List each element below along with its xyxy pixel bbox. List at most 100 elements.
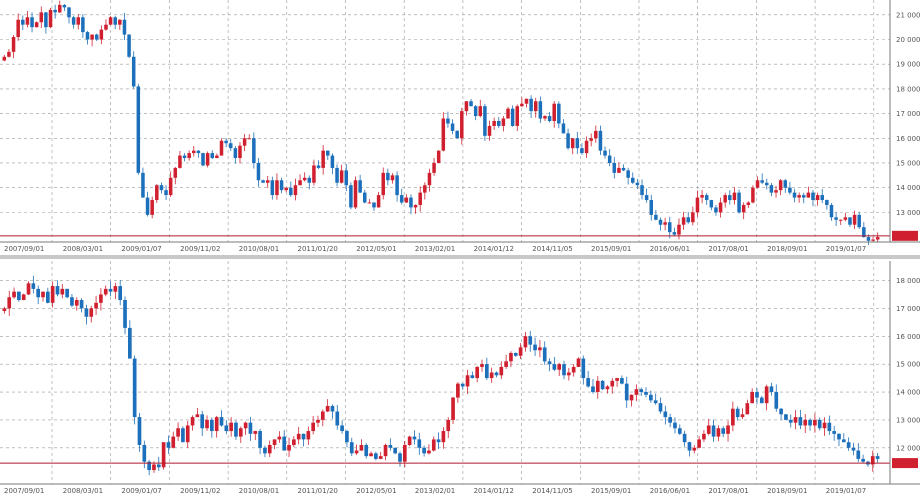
candle-body [788, 187, 792, 193]
candle-body [506, 108, 510, 119]
candle-body [446, 419, 451, 432]
candle-body [164, 190, 168, 196]
candle-body [704, 195, 709, 201]
y-tick-label: 17 000 [896, 110, 920, 118]
candle-body [861, 458, 865, 462]
candle-body [480, 364, 484, 367]
candle-body [171, 436, 176, 448]
candle-body [654, 214, 658, 220]
x-tick-label: 2010/08/01 [239, 487, 279, 495]
candle-body [26, 283, 31, 295]
candle-body [489, 372, 494, 379]
candle-body [631, 177, 635, 183]
candle-body [166, 442, 171, 448]
candle-body [335, 411, 340, 426]
candle-body [595, 380, 600, 393]
candle-body [862, 227, 866, 238]
x-tick-label: 2016/06/01 [650, 487, 690, 495]
candle-body [150, 200, 154, 215]
candle-body [681, 217, 686, 225]
candle-body [798, 417, 803, 426]
candle-body [67, 7, 71, 18]
x-tick-label: 2010/08/01 [239, 245, 279, 253]
candle-body [760, 180, 764, 183]
candle-body [769, 386, 774, 393]
candle-body [282, 436, 287, 451]
x-tick-label: 2018/09/01 [767, 487, 807, 495]
candle-body [501, 118, 506, 126]
panel-separator[interactable] [0, 255, 920, 259]
candle-body [837, 433, 841, 440]
candle-body [677, 428, 682, 434]
candle-body [610, 380, 615, 387]
candle-body [423, 185, 427, 193]
candle-body [741, 204, 746, 213]
candle-body [784, 414, 788, 420]
candle-body [104, 24, 108, 30]
candle-body [393, 447, 398, 454]
candle-body [769, 185, 774, 193]
candle-body [364, 444, 369, 457]
candle-body [399, 195, 404, 203]
candle-body [39, 12, 44, 23]
candle-body [7, 297, 12, 309]
candle-body [492, 121, 496, 126]
candle-body [395, 175, 399, 196]
x-tick-label: 2008/03/01 [63, 487, 103, 495]
candle-body [846, 442, 851, 448]
candle-body [65, 288, 69, 298]
candle-body [557, 364, 562, 370]
candle-body [721, 428, 726, 434]
candle-body [875, 456, 880, 459]
candle-body [649, 394, 653, 401]
x-tick-label: 2015/09/01 [591, 487, 631, 495]
candle-body [376, 195, 381, 208]
candle-body [248, 422, 253, 434]
candle-body [242, 138, 247, 146]
candle-body [427, 450, 431, 454]
candle-body [737, 192, 741, 213]
candle-body [152, 464, 156, 471]
y-tick-label: 21 000 [896, 11, 920, 19]
candle-body [586, 378, 590, 387]
candle-body [653, 400, 658, 404]
candle-body [48, 9, 53, 28]
candle-body [841, 439, 846, 443]
candle-body [113, 286, 118, 292]
candle-body [473, 106, 478, 117]
candle-body [302, 177, 307, 181]
candle-body [764, 386, 769, 404]
candle-body [607, 155, 612, 163]
candle-body [692, 447, 697, 451]
candle-body [238, 428, 243, 437]
x-tick-label: 2014/01/12 [474, 245, 514, 253]
candle-body [398, 453, 402, 462]
candle-body [233, 148, 238, 159]
candle-body [261, 180, 265, 183]
candle-body [147, 461, 151, 471]
y-tick-label: 16 000 [896, 333, 920, 341]
y-tick-label: 14 000 [896, 389, 920, 397]
candle-body [644, 392, 648, 395]
candle-body [639, 389, 644, 393]
candle-body [50, 286, 55, 303]
candle-body [695, 197, 700, 213]
candle-body [543, 116, 547, 119]
candle-body [265, 180, 270, 183]
candle-body [55, 286, 60, 295]
candle-body [848, 217, 852, 225]
candle-body [843, 217, 848, 220]
candle-body [621, 167, 626, 171]
candle-body [629, 394, 634, 401]
candle-body [136, 86, 141, 173]
candle-body [470, 375, 475, 379]
candle-body [374, 453, 378, 459]
candle-body [277, 436, 282, 440]
candle-body [570, 138, 575, 149]
candle-body [131, 56, 136, 87]
candle-body [518, 347, 523, 356]
candle-body [723, 195, 727, 203]
candle-body [542, 347, 547, 362]
candle-body [575, 138, 580, 149]
candle-body [427, 172, 432, 186]
